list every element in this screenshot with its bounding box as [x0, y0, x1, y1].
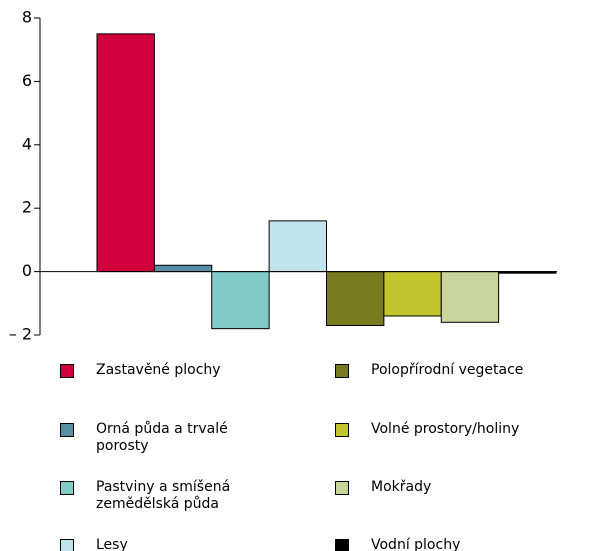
- chart: – 2 0 2 4 6 8: [9, 8, 557, 344]
- bar: [211, 271, 270, 330]
- legend-item: Polopřírodní vegetace: [335, 362, 581, 379]
- legend-label: Orná půda a trvalé porosty: [96, 421, 228, 454]
- legend-swatch: [335, 539, 349, 551]
- legend-swatch: [60, 539, 74, 551]
- y-tick-label: – 2: [9, 325, 32, 344]
- legend-label: Volné prostory/holiny: [371, 421, 520, 437]
- legend-swatch: [60, 423, 74, 437]
- legend-item: Pastviny a smíšená zemědělská půda: [60, 479, 266, 513]
- legend-label: Lesy: [96, 537, 128, 551]
- bar: [96, 33, 155, 273]
- legend-swatch: [335, 364, 349, 378]
- y-tick-label: 2: [22, 198, 32, 217]
- legend-swatch: [335, 481, 349, 495]
- bar: [268, 220, 327, 273]
- bar: [153, 264, 213, 273]
- legend-label: Vodní plochy: [371, 537, 461, 551]
- legend-item: Orná půda a trvalé porosty: [60, 421, 266, 455]
- legend-item: Lesy: [60, 537, 266, 551]
- y-tick-label: 6: [22, 71, 32, 90]
- legend-label: Pastviny a smíšená zemědělská půda: [96, 479, 231, 512]
- legend-label: Zastavěné plochy: [96, 362, 221, 378]
- legend-item: Vodní plochy: [335, 537, 581, 551]
- bar: [383, 271, 442, 317]
- legend-swatch: [60, 481, 74, 495]
- y-tick-label: 0: [22, 261, 32, 280]
- y-tick-label: 8: [22, 8, 32, 27]
- legend-item: Mokřady: [335, 479, 581, 496]
- bar: [440, 271, 500, 323]
- legend-swatch: [335, 423, 349, 437]
- legend-label: Mokřady: [371, 479, 432, 495]
- legend-label: Polopřírodní vegetace: [371, 362, 524, 378]
- bar: [326, 271, 385, 326]
- legend-item: Zastavěné plochy: [60, 362, 266, 379]
- legend-item: Volné prostory/holiny: [335, 421, 581, 438]
- legend-swatch: [60, 364, 74, 378]
- y-tick-label: 4: [22, 134, 32, 153]
